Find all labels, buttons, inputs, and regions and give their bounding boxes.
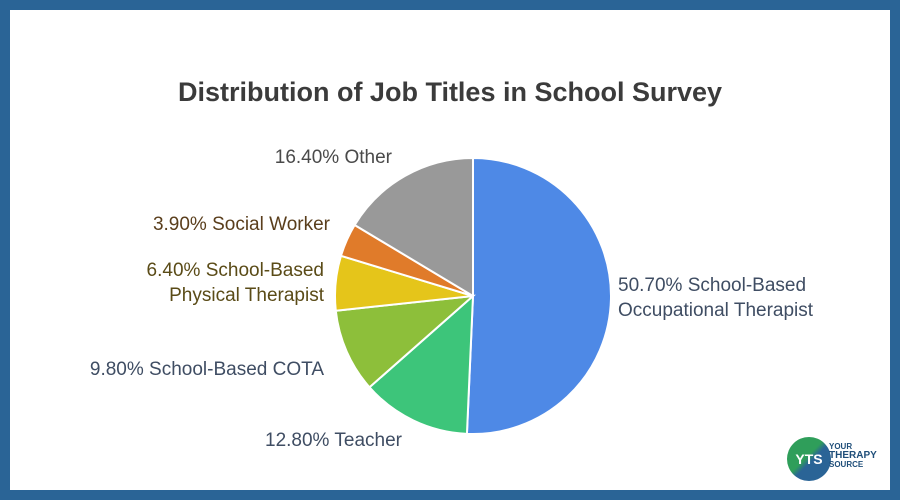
- slice-label: 12.80% Teacher: [265, 430, 403, 451]
- logo-line-2: THERAPY: [829, 450, 877, 461]
- pie-slice: [334, 294, 477, 389]
- slice-label: 6.40% School-Based Physical Therapist: [147, 260, 325, 306]
- pie-slice: [368, 293, 475, 435]
- pie-slice: [353, 156, 474, 298]
- chart-title: Distribution of Job Titles in School Sur…: [177, 77, 723, 107]
- pie-slice: [465, 156, 612, 435]
- yts-logo: YTS YOUR THERAPY SOURCE: [787, 434, 887, 484]
- slice-label: 16.40% Other: [275, 147, 393, 168]
- slice-label: 9.80% School-Based COTA: [90, 359, 324, 380]
- logo-mark: YTS: [787, 437, 831, 481]
- slice-label: 3.90% Social Worker: [153, 214, 331, 235]
- logo-line-3: SOURCE: [829, 460, 864, 469]
- logo-text: YOUR THERAPY SOURCE: [829, 442, 877, 469]
- pie-chart: 50.70% School-Based Occupational Therapis…: [90, 147, 814, 451]
- chart-frame: Distribution of Job Titles in School Sur…: [10, 10, 890, 490]
- slice-label: 50.70% School-Based Occupational Therapis…: [618, 275, 814, 321]
- logo-line-1: YOUR: [829, 442, 853, 451]
